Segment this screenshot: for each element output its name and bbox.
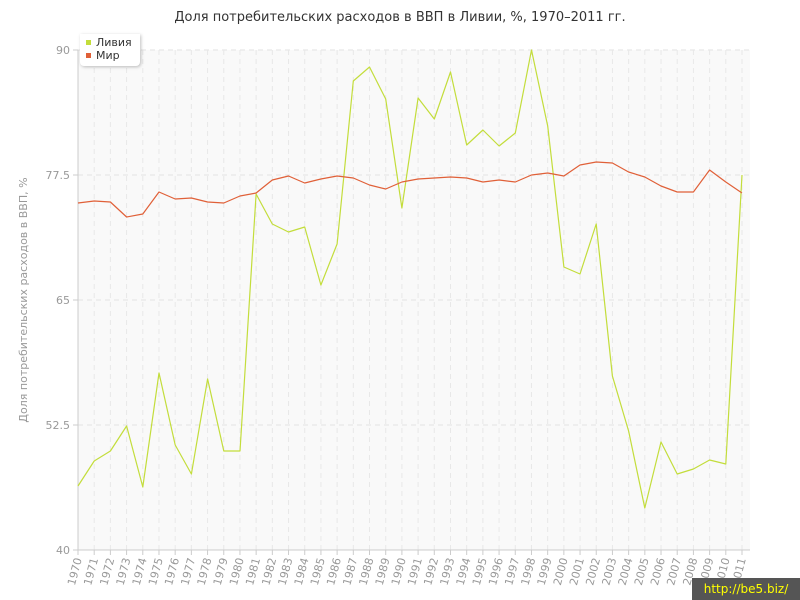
legend-swatch <box>86 40 91 45</box>
series-line-1 <box>77 161 743 218</box>
y-axis-label: Доля потребительских расходов в ВВП, % <box>17 177 30 422</box>
y-tick-label: 77.5 <box>46 169 71 182</box>
y-tick-label: 65 <box>56 294 70 307</box>
legend: Ливия Мир <box>80 34 140 66</box>
y-tick-labels: 40 52.5 65 77.5 90 <box>46 44 78 557</box>
x-gridlines <box>93 50 743 550</box>
legend-swatch <box>86 53 91 58</box>
watermark: http://be5.biz/ <box>692 578 800 600</box>
y-tick-label: 40 <box>56 544 70 557</box>
y-tick-label: 90 <box>56 44 70 57</box>
x-tick-labels: 1970197119721973197419751976197719781979… <box>65 550 749 587</box>
legend-label: Ливия <box>96 36 132 49</box>
legend-item[interactable]: Ливия <box>86 36 132 49</box>
legend-label: Мир <box>96 49 120 62</box>
series-line-0 <box>77 49 743 509</box>
series-lines <box>77 49 743 509</box>
y-tick-label: 52.5 <box>46 419 71 432</box>
chart-title: Доля потребительских расходов в ВВП в Ли… <box>174 10 626 25</box>
legend-item[interactable]: Мир <box>86 49 132 62</box>
y-gridlines <box>78 49 750 426</box>
